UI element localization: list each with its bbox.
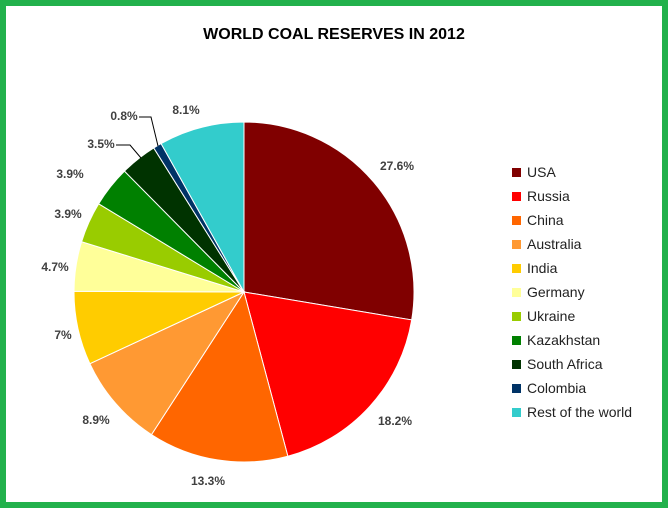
pie-slices: [73, 121, 415, 463]
legend-item-russia: Russia: [512, 184, 632, 208]
legend-label: Ukraine: [527, 308, 576, 324]
data-label-australia: 8.9%: [82, 413, 110, 427]
legend-item-india: India: [512, 256, 632, 280]
data-labels: 27.6% 18.2% 13.3% 8.9% 7% 4.7% 3.9% 3.9% 3.5% 0.8…: [41, 103, 414, 488]
chart-title: WORLD COAL RESERVES IN 2012: [203, 26, 465, 43]
legend-item-south-africa: South Africa: [512, 352, 632, 376]
legend-swatch: [512, 239, 521, 249]
legend-swatch: [512, 287, 521, 297]
legend-item-kazakhstan: Kazakhstan: [512, 328, 632, 352]
legend-item-china: China: [512, 208, 632, 232]
legend-label: China: [527, 212, 564, 228]
data-label-ukraine: 3.9%: [54, 207, 82, 221]
legend-item-rest-of-the-world: Rest of the world: [512, 400, 632, 424]
legend-swatch: [512, 407, 521, 417]
legend-label: Rest of the world: [527, 404, 633, 420]
legend-item-ukraine: Ukraine: [512, 304, 632, 328]
data-label-colombia: 0.8%: [110, 109, 138, 123]
legend-label: Australia: [527, 236, 582, 252]
leader-line-south-africa: [116, 144, 142, 159]
legend-label: Germany: [527, 284, 585, 300]
pie-slice-australia: [89, 290, 246, 436]
legend-label: Russia: [527, 188, 570, 204]
legend-swatch: [512, 311, 521, 321]
data-label-south-africa: 3.5%: [87, 137, 115, 151]
legend-swatch: [512, 335, 521, 345]
data-label-china: 13.3%: [191, 474, 225, 488]
legend-label: South Africa: [527, 356, 603, 372]
data-label-india: 7%: [54, 328, 72, 342]
legend-swatch: [512, 383, 521, 393]
leader-line-colombia: [139, 116, 159, 147]
data-label-russia: 18.2%: [378, 414, 412, 428]
legend-label: Kazakhstan: [527, 332, 601, 348]
data-label-kazakhstan: 3.9%: [56, 167, 84, 181]
legend-swatch: [512, 215, 521, 225]
legend-item-germany: Germany: [512, 280, 632, 304]
legend-swatch: [512, 191, 521, 201]
legend-label: USA: [527, 164, 556, 180]
leader-lines: [116, 116, 159, 159]
legend-item-colombia: Colombia: [512, 376, 632, 400]
data-label-germany: 4.7%: [41, 260, 69, 274]
pie-slice-usa: [243, 121, 415, 321]
legend-label: Colombia: [527, 380, 587, 396]
legend: USA Russia China Australia India Germany Ukrai…: [512, 160, 632, 424]
data-label-usa: 27.6%: [380, 159, 414, 173]
pie-slice-rest-of-the-world: [160, 121, 245, 294]
legend-item-australia: Australia: [512, 232, 632, 256]
data-label-rest-of-the-world: 8.1%: [172, 103, 200, 117]
legend-swatch: [512, 263, 521, 273]
legend-swatch: [512, 167, 521, 177]
legend-swatch: [512, 359, 521, 369]
pie-slice-china: [150, 290, 289, 463]
legend-label: India: [527, 260, 558, 276]
pie-slice-russia: [243, 291, 413, 457]
legend-item-usa: USA: [512, 160, 632, 184]
